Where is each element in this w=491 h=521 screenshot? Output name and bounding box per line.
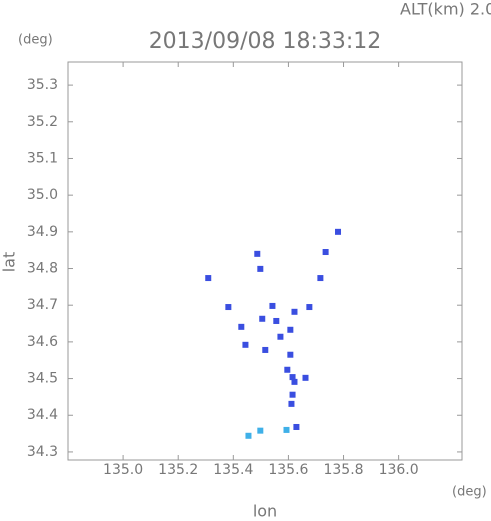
echo-point bbox=[302, 374, 309, 381]
chart-title: 2013/09/08 18:33:12 bbox=[149, 29, 382, 54]
echo-point bbox=[262, 346, 269, 353]
echo-point bbox=[289, 374, 296, 381]
y-tick-label: 34.8 bbox=[27, 261, 58, 277]
x-tick-label: 135.4 bbox=[213, 462, 253, 478]
echo-point bbox=[317, 275, 324, 282]
echo-point bbox=[257, 265, 264, 272]
echo-point bbox=[288, 400, 295, 407]
echo-point bbox=[289, 391, 296, 398]
echo-point bbox=[291, 378, 298, 385]
y-tick-label: 34.5 bbox=[27, 371, 58, 387]
y-tick-label: 35.2 bbox=[27, 114, 58, 130]
echo-point bbox=[283, 426, 290, 433]
echo-point bbox=[205, 275, 212, 282]
y-tick-label: 35.1 bbox=[27, 150, 58, 166]
y-tick-label: 34.7 bbox=[27, 297, 58, 313]
y-tick-label: 34.3 bbox=[27, 444, 58, 460]
echo-point bbox=[277, 333, 284, 340]
echo-point bbox=[259, 315, 266, 322]
echo-point bbox=[287, 351, 294, 358]
y-tick-label: 34.9 bbox=[27, 224, 58, 240]
y-tick-label: 35.3 bbox=[27, 77, 58, 93]
y-axis-label: lat bbox=[0, 252, 19, 273]
echo-point bbox=[306, 304, 313, 311]
x-tick-label: 135.0 bbox=[103, 462, 143, 478]
echo-point bbox=[284, 366, 291, 373]
echo-point bbox=[269, 302, 276, 309]
echo-point bbox=[293, 423, 300, 430]
x-unit: (deg) bbox=[452, 485, 487, 500]
subtitle: ALT(km) 2.0 bbox=[400, 0, 491, 19]
echo-point bbox=[273, 317, 280, 324]
plot-frame bbox=[67, 61, 463, 461]
echo-point bbox=[225, 304, 232, 311]
x-tick-label: 136.0 bbox=[379, 462, 419, 478]
y-tick-label: 34.6 bbox=[27, 334, 58, 350]
echo-point bbox=[254, 250, 261, 257]
echo-point bbox=[257, 427, 264, 434]
echo-point bbox=[335, 228, 342, 235]
x-tick-label: 135.6 bbox=[268, 462, 308, 478]
x-axis-label: lon bbox=[253, 502, 277, 521]
echo-point bbox=[245, 432, 252, 439]
y-tick-label: 35.0 bbox=[27, 187, 58, 203]
echo-point bbox=[242, 341, 249, 348]
x-tick-label: 135.2 bbox=[158, 462, 198, 478]
x-tick-label: 135.8 bbox=[323, 462, 363, 478]
y-tick-label: 34.4 bbox=[27, 407, 58, 423]
echo-point bbox=[287, 326, 294, 333]
echo-point bbox=[291, 308, 298, 315]
echo-point bbox=[238, 323, 245, 330]
y-unit: (deg) bbox=[18, 33, 53, 48]
echo-point bbox=[322, 249, 329, 256]
